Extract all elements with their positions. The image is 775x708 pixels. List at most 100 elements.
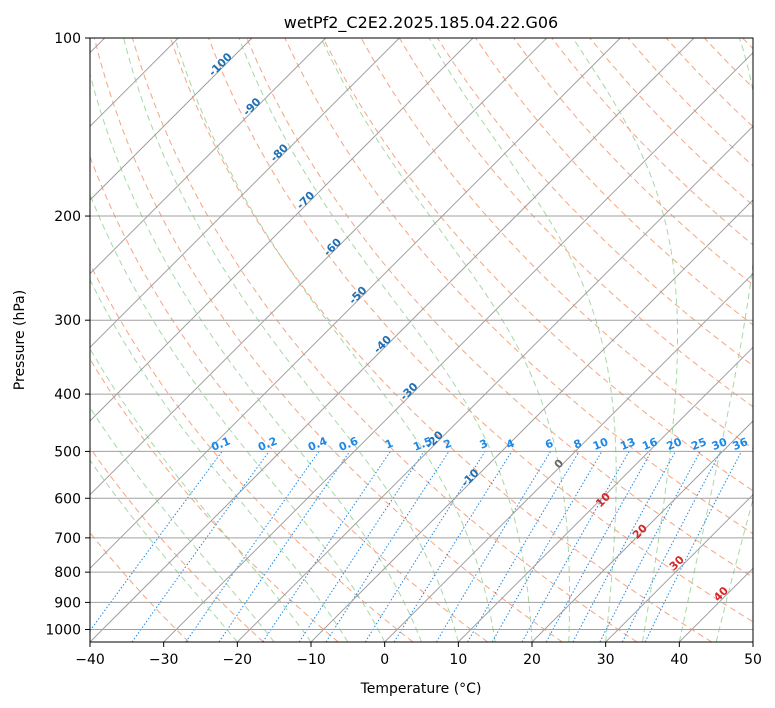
x-tick-label: −10: [296, 652, 326, 668]
isotherm-label: -100: [206, 50, 235, 79]
isotherm-line: [605, 493, 753, 642]
dry-adiabat-line: [589, 38, 753, 206]
x-tick-label: −30: [149, 652, 179, 668]
x-axis-label: Temperature (°C): [360, 681, 482, 697]
moist-adiabat-label: 40: [711, 584, 731, 604]
moist-adiabat-line: [752, 640, 753, 642]
x-tick-label: −20: [223, 652, 253, 668]
dry-adiabat-line: [436, 38, 753, 367]
dry-adiabat-line: [131, 38, 638, 642]
mixing-ratio-label: 1: [383, 437, 395, 452]
isotherm-line: [90, 38, 327, 275]
isotherm-line: [90, 38, 695, 642]
moist-adiabat-label: 10: [593, 490, 613, 510]
moist-adiabat-line: [572, 38, 678, 642]
mixing-ratio-label: 3: [478, 437, 490, 452]
isotherm-line: [90, 38, 253, 201]
mixing-ratio-line: [364, 451, 486, 642]
moist-adiabat-label: 30: [667, 553, 687, 573]
dry-adiabat-line: [93, 38, 563, 642]
moist-adiabat-label: 20: [630, 521, 650, 541]
x-tick-label: 30: [597, 652, 615, 668]
isotherm-label: -70: [294, 189, 317, 212]
dry-adiabat-line: [208, 38, 753, 623]
mixing-ratio-label: 25: [689, 435, 708, 453]
mixing-ratio-line: [393, 451, 513, 642]
moist-adiabat-line: [90, 459, 238, 642]
y-tick-label: 300: [54, 313, 81, 329]
dry-adiabat-line: [90, 358, 339, 642]
x-tick-label: 10: [449, 652, 467, 668]
y-tick-label: 600: [54, 491, 81, 507]
dry-adiabat-line: [551, 38, 753, 246]
isotherm-line: [90, 38, 548, 496]
mixing-ratio-label: 16: [640, 435, 659, 453]
mixing-ratio-label: 2: [442, 437, 454, 452]
mixing-ratio-label: 4: [504, 437, 516, 452]
mixing-ratio-line: [621, 451, 722, 642]
profile-lines: [757, 38, 775, 436]
y-tick-label: 400: [54, 387, 81, 403]
mixing-ratio-line: [298, 451, 425, 642]
moist-adiabat-line: [428, 38, 617, 642]
isotherm-line: [310, 199, 753, 642]
moist-adiabats: [90, 38, 753, 642]
mixing-ratio-label: 6: [543, 437, 555, 452]
x-tick-label: 40: [670, 652, 688, 668]
isotherm-label: -40: [371, 333, 394, 356]
mixing-ratio-line: [262, 451, 391, 642]
moist-adiabat-line: [90, 406, 275, 642]
y-axis-ticks: 100 200 300 400 500 600 700 800 900 1000: [45, 31, 90, 638]
mixing-ratio-line: [185, 451, 320, 642]
moist-adiabat-line: [174, 38, 496, 642]
mixing-ratio-line: [90, 451, 223, 632]
dewpoint-profile-line: [757, 38, 775, 436]
mixing-ratio-line: [467, 451, 580, 642]
moist-adiabat-line: [123, 38, 459, 642]
dry-adiabat-line: [475, 38, 753, 326]
isotherm-gridlines: [90, 38, 753, 642]
isotherm-line: [163, 51, 753, 642]
y-tick-label: 700: [54, 531, 81, 547]
y-tick-label: 1000: [45, 622, 81, 638]
moist-adiabat-line: [90, 193, 386, 642]
moist-adiabat-line: [90, 347, 312, 642]
dry-adiabat-line: [284, 38, 753, 535]
x-tick-label: 50: [744, 652, 762, 668]
isotherm-line: [457, 346, 753, 642]
y-tick-label: 900: [54, 595, 81, 611]
dry-adiabat-line: [322, 38, 753, 492]
mixing-ratio-line: [599, 451, 701, 642]
plot-area: 0.1 0.2 0.4 0.6 1 1.5 2 3 4 6 8 10 13 16 20 25 30 36-100-…: [90, 38, 775, 642]
mixing-ratio-lines: [90, 451, 742, 642]
x-tick-label: 0: [380, 652, 389, 668]
isotherm-line: [90, 38, 400, 349]
isobar-gridlines: [90, 38, 753, 630]
moist-adiabat-label: 0: [552, 456, 567, 471]
plot-frame: [89, 37, 754, 643]
dry-adiabat-line: [513, 38, 753, 286]
isotherm-line: [531, 420, 753, 642]
isotherm-line: [90, 38, 621, 570]
dry-adiabat-line: [742, 38, 753, 50]
dry-adiabat-line: [90, 155, 488, 642]
mixing-ratio-line: [572, 451, 676, 642]
isotherm-label: -90: [240, 95, 263, 118]
dry-adiabat-line: [90, 446, 264, 642]
y-tick-label: 200: [54, 209, 81, 225]
isotherm-line: [236, 125, 753, 642]
mixing-ratio-label: 30: [710, 435, 729, 453]
isotherm-label: -60: [321, 235, 344, 258]
isotherm-label: -10: [458, 466, 481, 489]
x-axis-ticks: −40 −30 −20 −10 0 10 20 30 40 50: [75, 642, 762, 668]
moist-adiabat-line: [320, 38, 570, 642]
mixing-ratio-line: [325, 451, 450, 642]
isotherm-label: -80: [268, 141, 291, 164]
moist-adiabat-line: [90, 278, 349, 642]
moist-adiabat-line: [678, 38, 753, 642]
moist-adiabat-line: [238, 38, 533, 642]
dry-adiabat-line: [246, 38, 753, 578]
mixing-ratio-line: [545, 451, 652, 642]
y-tick-label: 800: [54, 565, 81, 581]
